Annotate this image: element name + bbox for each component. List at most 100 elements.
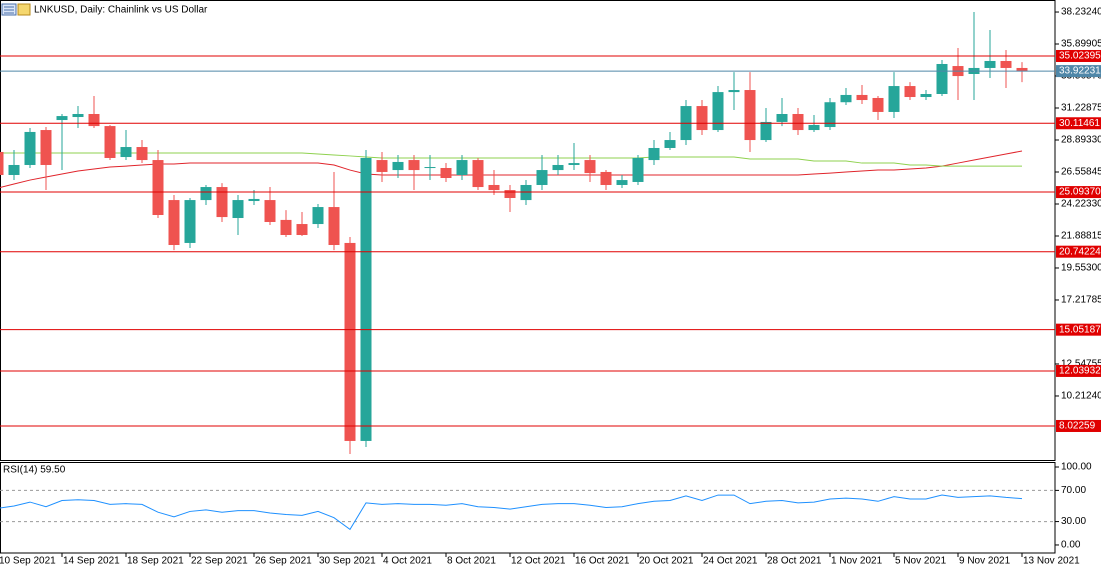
- candle-body: [8, 164, 20, 175]
- candle-body: [744, 90, 756, 141]
- candle-body: [56, 116, 68, 121]
- candle-body: [88, 114, 100, 127]
- price-plot: [0, 12, 1055, 454]
- candle-body: [808, 124, 820, 131]
- candle-body: [1000, 60, 1012, 68]
- x-tick-label: 22 Sep 2021: [191, 556, 248, 567]
- x-tick-label: 9 Nov 2021: [959, 556, 1011, 567]
- candle-body: [456, 160, 468, 175]
- x-tick-label: 18 Sep 2021: [127, 556, 184, 567]
- candle-body: [504, 190, 516, 199]
- candle-body: [152, 160, 164, 215]
- y-tick-label: 12.54755: [1061, 359, 1101, 370]
- candle-body: [312, 207, 324, 225]
- level-label: 35.02395: [1059, 51, 1101, 62]
- candle-body: [600, 171, 612, 185]
- candle-body: [888, 86, 900, 112]
- level-label: 30.11461: [1059, 118, 1100, 129]
- candle-body: [792, 114, 804, 131]
- level-label: 8.02259: [1059, 421, 1096, 432]
- level-label-box: [1056, 323, 1101, 336]
- candle-body: [200, 187, 212, 201]
- candle-body: [664, 140, 676, 148]
- y-tick-label: 17.21785: [1061, 295, 1101, 306]
- candle-body: [216, 187, 228, 218]
- candle-body: [392, 161, 404, 171]
- candle-body: [168, 200, 180, 246]
- candle-body: [824, 102, 836, 128]
- candle-body: [696, 106, 708, 131]
- level-label: 15.05187: [1059, 324, 1101, 335]
- y-tick-label: 35.89905: [1061, 39, 1101, 50]
- toolbar-icons: [1, 3, 31, 16]
- candle-body: [840, 94, 852, 103]
- candle-body: [440, 167, 452, 178]
- rsi-plot: [0, 489, 1055, 531]
- axes: 38.2324035.8990533.5657031.2287528.89330…: [0, 7, 1101, 567]
- x-tick-label: 28 Oct 2021: [767, 556, 822, 567]
- x-tick-label: 10 Sep 2021: [0, 556, 56, 567]
- candle-body: [104, 126, 116, 158]
- current-price-label: 33.92231: [1059, 66, 1101, 77]
- level-label: 12.03932: [1059, 366, 1101, 377]
- y-tick-label: 0.00: [1061, 540, 1081, 551]
- candle-body: [40, 130, 52, 165]
- chart-title: LNKUSD, Daily: Chainlink vs US Dollar: [34, 5, 208, 16]
- candle-body: [488, 184, 500, 191]
- moving-average: [0, 150, 1023, 189]
- candle-body: [568, 163, 580, 165]
- y-tick-label: 10.21240: [1061, 391, 1101, 402]
- rsi-frame: [0, 462, 1056, 554]
- level-label-box: [1056, 364, 1101, 377]
- y-tick-label: 26.55845: [1061, 167, 1101, 178]
- candle-body: [120, 147, 132, 158]
- candle-body: [424, 167, 436, 169]
- y-tick-label: 70.00: [1061, 485, 1086, 496]
- candle-body: [936, 63, 948, 95]
- candle-body: [584, 160, 596, 174]
- x-tick-label: 4 Oct 2021: [383, 556, 432, 567]
- candle-body: [776, 114, 788, 122]
- candle-body: [72, 114, 84, 118]
- y-tick-label: 38.23240: [1061, 7, 1101, 18]
- level-label-box: [1056, 49, 1101, 62]
- x-tick-label: 26 Sep 2021: [255, 556, 312, 567]
- y-tick-label: 24.22330: [1061, 199, 1101, 210]
- rsi-line: [0, 494, 1023, 531]
- level-label-box: [1056, 186, 1101, 199]
- y-tick-label: 100.00: [1061, 462, 1092, 473]
- level-label-box: [1056, 117, 1101, 130]
- candle-body: [184, 200, 196, 243]
- candle-body: [0, 151, 4, 175]
- candle-body: [856, 94, 868, 101]
- x-tick-label: 24 Oct 2021: [703, 556, 758, 567]
- y-tick-label: 31.22875: [1061, 103, 1101, 114]
- y-tick-label: 30.00: [1061, 516, 1086, 527]
- x-tick-label: 1 Nov 2021: [831, 556, 883, 567]
- x-tick-label: 30 Sep 2021: [319, 556, 376, 567]
- candle-body: [712, 92, 724, 131]
- candle-body: [920, 94, 932, 98]
- candle-body: [552, 164, 564, 171]
- x-tick-label: 20 Oct 2021: [639, 556, 694, 567]
- x-tick-label: 14 Sep 2021: [63, 556, 120, 567]
- x-tick-label: 12 Oct 2021: [511, 556, 566, 567]
- candle-body: [648, 147, 660, 161]
- price-frame: [0, 0, 1056, 461]
- candle-body: [24, 131, 36, 165]
- x-tick-label: 5 Nov 2021: [895, 556, 947, 567]
- candle-body: [536, 170, 548, 185]
- candle-body: [904, 86, 916, 98]
- candle-body: [296, 224, 308, 236]
- candle-body: [632, 157, 644, 182]
- candle-body: [728, 90, 740, 93]
- candle-body: [984, 60, 996, 68]
- candle-body: [136, 147, 148, 161]
- candle-body: [360, 157, 372, 441]
- level-label-box: [1056, 419, 1101, 432]
- candle-body: [872, 97, 884, 112]
- candle-body: [1016, 67, 1028, 71]
- moving-average: [0, 152, 1022, 167]
- candle-body: [376, 160, 388, 172]
